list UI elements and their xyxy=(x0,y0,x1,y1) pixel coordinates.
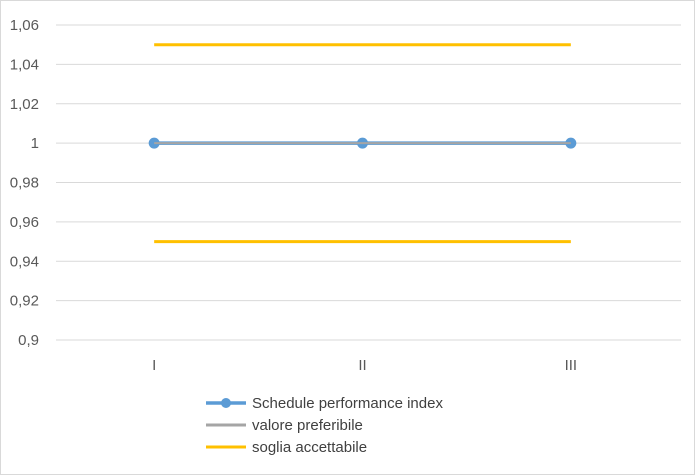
y-tick-label: 1 xyxy=(31,135,39,152)
x-axis-ticks: I II III xyxy=(152,357,577,374)
y-tick-label: 0,96 xyxy=(10,214,39,231)
x-tick-label: I xyxy=(152,357,156,374)
y-tick-label: 1,02 xyxy=(10,96,39,113)
y-tick-label: 1,04 xyxy=(10,56,39,73)
x-tick-label: II xyxy=(358,357,366,374)
legend-label-1: valore preferibile xyxy=(252,417,363,434)
legend-marker xyxy=(221,398,231,408)
y-tick-label: 0,9 xyxy=(18,332,39,349)
y-tick-label: 0,92 xyxy=(10,293,39,310)
x-tick-label: III xyxy=(565,357,578,374)
legend-label-2: soglia accettabile xyxy=(252,439,367,456)
legend-label-0: Schedule performance index xyxy=(252,395,443,412)
gridlines xyxy=(56,24,681,341)
y-tick-label: 0,98 xyxy=(10,175,39,192)
y-tick-label: 1,06 xyxy=(10,17,39,34)
y-tick-label: 0,94 xyxy=(10,253,39,270)
series-layer xyxy=(148,43,577,244)
y-axis-ticks: 0,9 0,92 0,94 0,96 0,98 1 1,02 1,04 1,06 xyxy=(10,17,39,349)
legend: Schedule performance index valore preferi… xyxy=(206,395,443,456)
